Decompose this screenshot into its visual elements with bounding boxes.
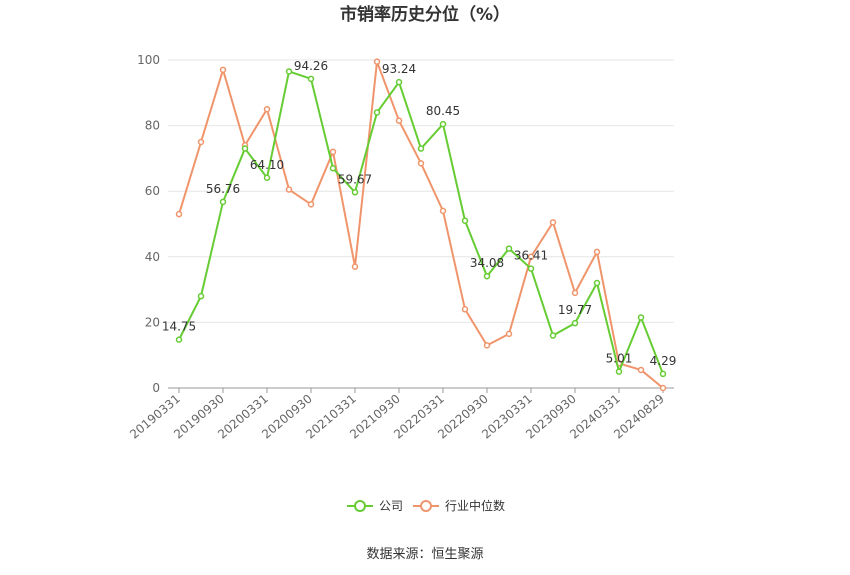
y-tick-label: 100 bbox=[137, 53, 160, 67]
data-point[interactable] bbox=[285, 68, 293, 75]
y-tick-label: 60 bbox=[145, 184, 160, 198]
data-label: 4.29 bbox=[650, 354, 677, 368]
data-point[interactable] bbox=[505, 245, 513, 252]
data-point[interactable] bbox=[637, 366, 645, 374]
data-point[interactable] bbox=[461, 217, 469, 224]
series-line bbox=[178, 70, 664, 375]
data-point[interactable] bbox=[285, 186, 293, 193]
data-label: 5.01 bbox=[606, 352, 633, 366]
data-point[interactable] bbox=[175, 336, 183, 343]
x-axis: 2019033120190930202003312020093020210331… bbox=[127, 387, 674, 442]
legend-industry-marker bbox=[420, 500, 432, 512]
y-tick-label: 80 bbox=[145, 119, 160, 133]
data-label: 94.26 bbox=[294, 59, 328, 73]
data-label: 36.41 bbox=[514, 249, 548, 263]
data-point[interactable] bbox=[329, 148, 337, 156]
legend-item-company[interactable]: 公司 bbox=[347, 499, 403, 513]
data-point[interactable] bbox=[439, 120, 447, 128]
data-point[interactable] bbox=[351, 189, 359, 196]
y-tick-label: 40 bbox=[145, 250, 160, 264]
data-point[interactable] bbox=[659, 370, 667, 378]
series-company bbox=[175, 68, 667, 378]
chart-title: 市销率历史分位（%） bbox=[340, 4, 510, 25]
data-point[interactable] bbox=[219, 66, 227, 74]
data-point[interactable] bbox=[417, 145, 425, 152]
data-point[interactable] bbox=[483, 342, 491, 349]
y-tick-label: 20 bbox=[145, 315, 160, 329]
data-point[interactable] bbox=[241, 145, 249, 152]
data-point[interactable] bbox=[417, 160, 425, 167]
data-point[interactable] bbox=[615, 368, 623, 375]
data-point[interactable] bbox=[373, 58, 381, 65]
data-point[interactable] bbox=[395, 78, 403, 86]
data-label: 80.45 bbox=[426, 104, 460, 118]
legend[interactable]: 公司 行业中位数 bbox=[347, 498, 505, 513]
data-point[interactable] bbox=[593, 279, 601, 287]
data-point[interactable] bbox=[263, 105, 271, 113]
data-label: 34.08 bbox=[470, 256, 504, 270]
legend-company-marker bbox=[354, 500, 366, 512]
data-label: 93.24 bbox=[382, 62, 416, 76]
legend-item-industry[interactable]: 行业中位数 bbox=[413, 498, 505, 513]
source-text: 数据来源：恒生聚源 bbox=[366, 547, 483, 562]
data-label: 64.10 bbox=[250, 158, 284, 172]
series-industry bbox=[175, 58, 667, 392]
data-point[interactable] bbox=[527, 253, 535, 261]
data-point[interactable] bbox=[307, 75, 315, 83]
data-point[interactable] bbox=[263, 174, 271, 182]
series-line bbox=[178, 60, 664, 389]
data-point[interactable] bbox=[659, 384, 667, 392]
data-point[interactable] bbox=[461, 306, 469, 313]
y-tick-label: 0 bbox=[152, 381, 160, 395]
data-label: 59.67 bbox=[338, 172, 372, 186]
legend-industry-label: 行业中位数 bbox=[445, 498, 505, 513]
legend-company-label: 公司 bbox=[379, 499, 403, 513]
data-point[interactable] bbox=[307, 201, 315, 208]
data-point[interactable] bbox=[637, 314, 645, 321]
data-point[interactable] bbox=[505, 330, 513, 338]
data-point[interactable] bbox=[549, 332, 557, 339]
data-point[interactable] bbox=[175, 210, 183, 218]
data-point[interactable] bbox=[373, 109, 381, 116]
data-point[interactable] bbox=[571, 289, 579, 297]
data-point[interactable] bbox=[483, 272, 491, 280]
data-point[interactable] bbox=[197, 292, 205, 300]
data-point[interactable] bbox=[571, 319, 579, 327]
data-point[interactable] bbox=[329, 164, 337, 172]
data-point[interactable] bbox=[351, 263, 359, 270]
data-point[interactable] bbox=[197, 138, 205, 146]
grid bbox=[168, 59, 674, 323]
data-point[interactable] bbox=[593, 248, 601, 256]
data-point[interactable] bbox=[219, 198, 227, 206]
y-axis: 0 20 40 60 80 100 bbox=[137, 53, 160, 395]
series-layer bbox=[175, 58, 667, 392]
data-point[interactable] bbox=[527, 265, 535, 272]
data-point[interactable] bbox=[439, 207, 447, 215]
data-label: 14.75 bbox=[162, 320, 196, 334]
data-label: 19.77 bbox=[558, 303, 592, 317]
data-point[interactable] bbox=[395, 117, 403, 124]
data-point[interactable] bbox=[549, 219, 557, 226]
data-label: 56.76 bbox=[206, 182, 240, 196]
data-labels: 14.75 56.76 64.10 94.26 59.67 93.24 80.45 34.08… bbox=[162, 59, 677, 368]
